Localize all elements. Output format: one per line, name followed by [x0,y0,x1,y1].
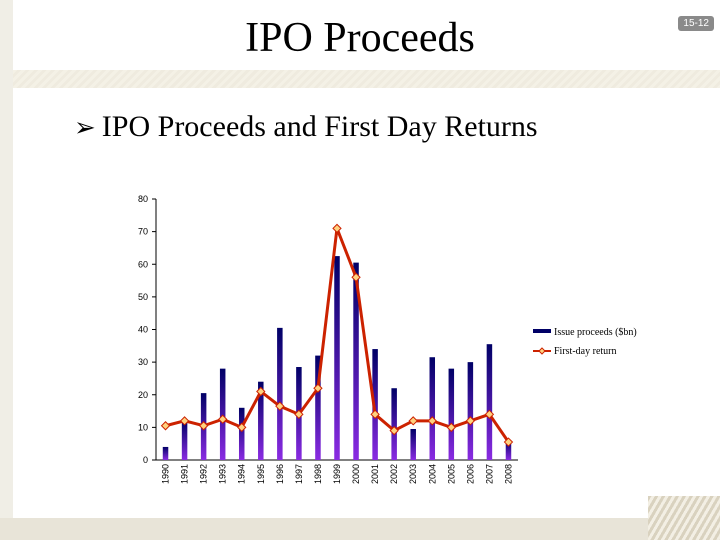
bar-2006 [467,362,474,460]
y-tick-label: 70 [138,227,148,237]
slide-number: 15-12 [678,16,714,31]
bullet-item: ➢ IPO Proceeds and First Day Returns [74,110,538,144]
content-panel [13,88,720,518]
legend-label-return: First-day return [554,346,617,357]
return-point-2003 [408,416,418,426]
return-point-2002 [389,425,399,436]
x-tick-label: 1992 [199,464,209,484]
bar-2000 [353,262,359,460]
return-point-1993 [217,414,228,424]
bar-2004 [429,357,436,460]
bar-1994 [238,407,245,460]
legend-label-proceeds: Issue proceeds ($bn) [554,327,637,338]
return-point-1999 [332,223,342,234]
legend-swatch-proceeds [533,329,551,333]
x-tick-label: 2003 [408,464,418,484]
bar-1995 [258,381,264,460]
y-tick-label: 50 [138,292,148,302]
x-tick-label: 2001 [370,464,380,484]
x-tick-label: 2002 [389,464,399,484]
y-tick-label: 30 [138,357,148,367]
y-tick-label: 80 [138,194,148,204]
return-point-2001 [370,409,380,420]
return-point-1994 [237,422,247,433]
return-point-2000 [351,272,361,283]
bar-2008 [505,440,512,460]
x-tick-label: 1998 [313,464,323,484]
return-point-1997 [294,409,304,420]
legend-swatch-return-marker [538,347,546,355]
return-point-1995 [256,386,266,397]
x-tick-label: 1993 [218,464,228,484]
bullet-text: IPO Proceeds and First Day Returns [101,110,538,143]
bar-1999 [334,256,340,460]
bottom-strip [0,518,720,540]
x-tick-label: 2005 [446,464,456,484]
y-tick-label: 40 [138,325,148,335]
x-tick-label: 1991 [180,464,190,484]
x-tick-label: 2006 [465,464,475,484]
x-tick-label: 1996 [275,464,285,484]
slide-title: IPO Proceeds [245,15,475,61]
y-tick-label: 20 [138,390,148,400]
return-point-1998 [313,383,323,393]
x-tick-label: 1994 [237,464,247,484]
return-point-1990 [160,421,171,431]
bar-2005 [448,368,455,460]
x-tick-label: 1995 [256,464,266,484]
x-tick-label: 1990 [161,464,171,484]
corner-decoration-image [648,496,720,540]
return-point-2007 [484,409,495,420]
return-point-2008 [503,437,514,447]
bar-2002 [391,388,397,460]
x-tick-label: 2000 [351,464,361,484]
x-tick-label: 2008 [503,464,513,484]
x-tick-label: 2004 [427,464,437,484]
y-tick-label: 0 [143,455,148,465]
return-point-2006 [465,416,476,426]
y-tick-label: 10 [138,422,148,432]
bar-2003 [410,429,416,460]
return-point-2005 [446,422,457,433]
title-band [13,0,720,70]
bar-1996 [277,327,283,460]
return-point-2004 [427,416,437,426]
bar-2007 [486,344,493,460]
bar-1991 [181,420,188,460]
left-margin-bar [0,0,13,540]
bar-1993 [219,368,226,460]
y-tick-label: 60 [138,259,148,269]
x-tick-label: 1997 [294,464,304,484]
return-point-1992 [198,421,209,431]
x-tick-label: 2007 [484,464,494,484]
return-point-1991 [179,416,190,426]
arrow-bullet-icon: ➢ [74,113,96,143]
bar-1998 [315,355,321,460]
bar-1990 [162,446,169,460]
return-point-1996 [275,401,285,411]
x-tick-label: 1999 [332,464,342,484]
